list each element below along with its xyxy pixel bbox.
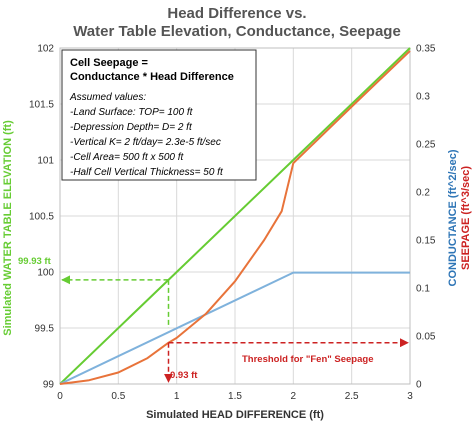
right-tick-label: 0.3 [416, 92, 430, 103]
left-tick-label: 102 [37, 44, 54, 55]
box-heading-2: Conductance * Head Difference [70, 71, 234, 83]
box-line-0: Assumed values: [69, 92, 146, 103]
left-tick-label: 100.5 [29, 212, 54, 223]
left-axis-ticks: 99 99.5 100 100.5 101 101.5 102 [29, 44, 54, 391]
chart-title-line-1: Head Difference vs. [167, 5, 306, 22]
x-tick-label: 2.5 [345, 391, 359, 402]
annotation-markers [61, 275, 409, 383]
x-tick-label: 3 [407, 391, 413, 402]
x-tick-label: 1.5 [228, 391, 242, 402]
seepage-line [59, 50, 411, 385]
chart-title-line-2: Water Table Elevation, Conductance, Seep… [73, 23, 401, 40]
left-tick-label: 101 [37, 156, 54, 167]
left-tick-label: 101.5 [29, 100, 54, 111]
x-axis-label: Simulated HEAD DIFFERENCE (ft) [146, 409, 324, 421]
left-tick-label: 99 [43, 380, 55, 391]
box-heading-1: Cell Seepage = [70, 57, 148, 69]
x-tick-label: 2 [291, 391, 297, 402]
water-table-elevation-line [59, 47, 411, 385]
right-axis-ticks: 0 0.05 0.1 0.15 0.2 0.25 0.3 0.35 [416, 44, 436, 391]
x-tick-label: 0 [57, 391, 63, 402]
box-line-5: -Half Cell Vertical Thickness= 50 ft [70, 167, 224, 178]
series-lines [59, 47, 411, 385]
right-tick-label: 0.35 [416, 44, 436, 55]
left-tick-label: 100 [37, 268, 54, 279]
right-tick-label: 0.15 [416, 236, 436, 247]
box-line-1: -Land Surface: TOP= 100 ft [70, 107, 194, 118]
left-tick-label: 99.5 [35, 324, 55, 335]
x-axis-ticks: 0 0.5 1 1.5 2 2.5 3 [57, 391, 413, 402]
x-tick-label: 0.5 [111, 391, 125, 402]
right-tick-label: 0.1 [416, 284, 430, 295]
right-axis-label-conductance: CONDUCTANCE (ft^2/sec) [447, 149, 459, 286]
right-tick-label: 0 [416, 380, 422, 391]
box-line-3: -Vertical K= 2 ft/day= 2.3e-5 ft/sec [70, 137, 221, 148]
conductance-line [59, 271, 410, 385]
assumptions-box-frame [61, 49, 257, 181]
right-axis-label-seepage: SEEPAGE (ft^3/sec) [460, 166, 472, 270]
right-tick-label: 0.05 [416, 332, 436, 343]
x-tick-label: 1 [174, 391, 180, 402]
box-line-4: -Cell Area= 500 ft x 500 ft [70, 152, 185, 163]
box-line-2: -Depression Depth= D= 2 ft [70, 122, 193, 133]
head-marker-label: 0.93 ft [170, 370, 198, 381]
right-tick-label: 0.2 [416, 188, 430, 199]
threshold-label: Threshold for "Fen" Seepage [242, 354, 373, 365]
plot-area-border [59, 47, 411, 385]
elevation-marker-label: 99.93 ft [18, 256, 52, 267]
left-axis-label: Simulated WATER TABLE ELEVATION (ft) [2, 120, 14, 336]
right-tick-label: 0.25 [416, 140, 436, 151]
assumptions-box: Cell Seepage = Conductance * Head Differ… [61, 49, 257, 181]
